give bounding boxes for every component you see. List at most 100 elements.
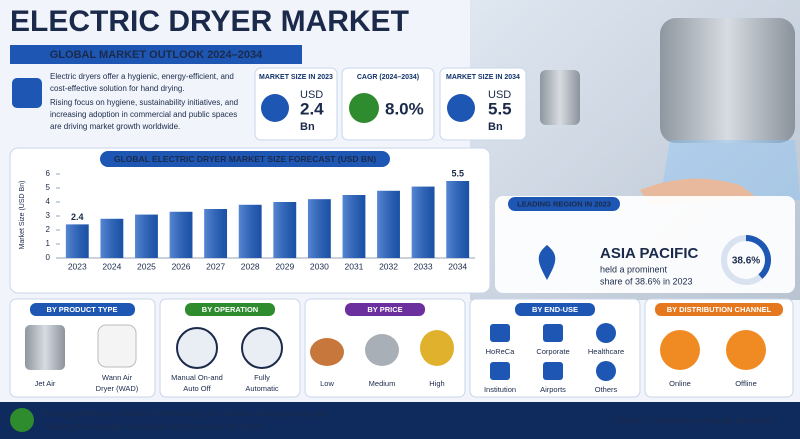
y-tick-label: 1: [46, 239, 51, 248]
icon: [543, 324, 563, 342]
icon: [97, 324, 137, 368]
bar-shade: [169, 211, 193, 258]
chart-title-banner: [100, 151, 390, 167]
stat-label: CAGR (2024–2034): [357, 74, 419, 81]
x-tick-label: 2028: [241, 261, 260, 271]
bar-shade: [342, 195, 366, 258]
location-pin: [538, 245, 556, 280]
segment-item: Offline: [735, 379, 757, 388]
icon: [490, 362, 510, 380]
region-text: held a prominent: [600, 264, 668, 274]
footer-text: fuelling the adoption of electric dryers…: [45, 421, 265, 431]
footer-icon: [10, 408, 34, 432]
bar-shade: [100, 218, 124, 258]
donut-label: 38.6%: [732, 256, 760, 267]
segment-title: BY DISTRIBUTION CHANNEL: [667, 305, 772, 314]
x-tick-label: 2031: [344, 261, 363, 271]
stat-unit: USD: [488, 89, 511, 101]
x-tick-label: 2034: [448, 261, 467, 271]
icon: [660, 330, 700, 370]
icon: [543, 362, 563, 380]
segment-panel: [159, 298, 301, 398]
segment-item: Healthcare: [588, 347, 624, 356]
footer-text: Energy efficiency, touchless technology,…: [45, 408, 326, 418]
bar-shade: [204, 209, 228, 258]
icon: [365, 334, 399, 366]
icon: [726, 330, 766, 370]
donut-share: [745, 235, 771, 279]
icon: [310, 338, 344, 366]
bar-shade: [307, 199, 331, 258]
stat-value: 2.4: [300, 99, 324, 118]
segment-item: Low: [320, 379, 334, 388]
subtitle-banner: [10, 45, 302, 64]
photo-dryer: [540, 70, 580, 125]
segment-item: Online: [669, 379, 691, 388]
intro-text: increasing adoption in commercial and pu…: [50, 110, 237, 119]
y-tick-label: 5: [46, 183, 51, 192]
stat-icon: [349, 93, 379, 123]
bar-shade: [273, 202, 297, 258]
segment-item: Airports: [540, 385, 566, 394]
segment-item: Auto Off: [183, 384, 211, 393]
bar-shade: [411, 186, 435, 258]
intro-text: Electric dryers offer a hygienic, energy…: [50, 72, 234, 81]
segment-item: Corporate: [536, 347, 569, 356]
bar-shade: [377, 190, 400, 258]
y-axis-label: Market Size (USD Bn): [19, 181, 26, 250]
bar-shade: [135, 214, 158, 258]
x-tick-label: 2025: [137, 261, 156, 271]
segment-title: BY PRICE: [367, 305, 402, 314]
segment-item: Jet Air: [35, 379, 56, 388]
x-tick-label: 2030: [310, 261, 329, 271]
bar-chart: 0 1 2 3 4 5 6 2023 2.4 2024 2025 2026 2027 2028 2029 20…: [46, 168, 475, 271]
segment-banner: [515, 303, 595, 316]
segment-item: Dryer (WAD): [96, 384, 139, 393]
x-tick-label: 2032: [379, 261, 398, 271]
segments: BY PRODUCT TYPE Jet Air Wann Air Dryer (…: [9, 298, 794, 398]
segment-item: Fully: [254, 373, 270, 382]
region-text: share of 38.6% in 2023: [600, 276, 693, 286]
segment-item: Others: [595, 385, 618, 394]
segment-item: Medium: [369, 379, 396, 388]
stat-card: [254, 67, 338, 141]
segment-item: Automatic: [245, 384, 279, 393]
icon: [596, 361, 616, 381]
footer: [0, 402, 800, 439]
icon: [25, 325, 65, 370]
segment-panel: [9, 298, 156, 398]
segment-banner: [345, 303, 425, 316]
x-tick-label: 2033: [414, 261, 433, 271]
x-tick-label: 2023: [68, 261, 87, 271]
icon: [490, 324, 510, 342]
stat-icon: [261, 94, 289, 122]
x-tick-label: 2026: [172, 261, 191, 271]
intro-text: are driving market growth worldwide.: [50, 122, 180, 131]
segment-title: BY OPERATION: [202, 305, 258, 314]
stat-label: MARKET SIZE IN 2023: [259, 74, 333, 81]
segment-title: BY PRODUCT TYPE: [46, 305, 117, 314]
x-tick-label: 2029: [275, 261, 294, 271]
intro-text: cost-effective solution for hand drying.: [50, 84, 185, 93]
segment-banner: [655, 303, 783, 316]
stat-unit: USD: [300, 89, 323, 101]
value-label: 2.4: [71, 212, 84, 222]
region-title: LEADING REGION IN 2023: [517, 199, 611, 208]
y-tick-label: 6: [46, 169, 51, 178]
subtitle: GLOBAL MARKET OUTLOOK 2024–2034: [50, 49, 263, 61]
x-tick-label: 2027: [206, 261, 225, 271]
stat-value: 5.5: [488, 99, 512, 118]
y-tick-label: 4: [46, 197, 51, 206]
y-tick-label: 0: [46, 253, 51, 262]
y-tick-label: 3: [46, 211, 51, 220]
intro-icon: [12, 78, 42, 108]
stat-card: [439, 67, 527, 141]
x-tick-label: 2024: [102, 261, 121, 271]
intro-text: Rising focus on hygiene, sustainability …: [50, 98, 238, 107]
segment-panel: [644, 298, 794, 398]
photo-dryer: [660, 18, 795, 143]
segment-item: HoReCa: [486, 347, 516, 356]
icon: [241, 327, 283, 369]
title: ELECTRIC DRYER MARKET: [10, 5, 409, 38]
